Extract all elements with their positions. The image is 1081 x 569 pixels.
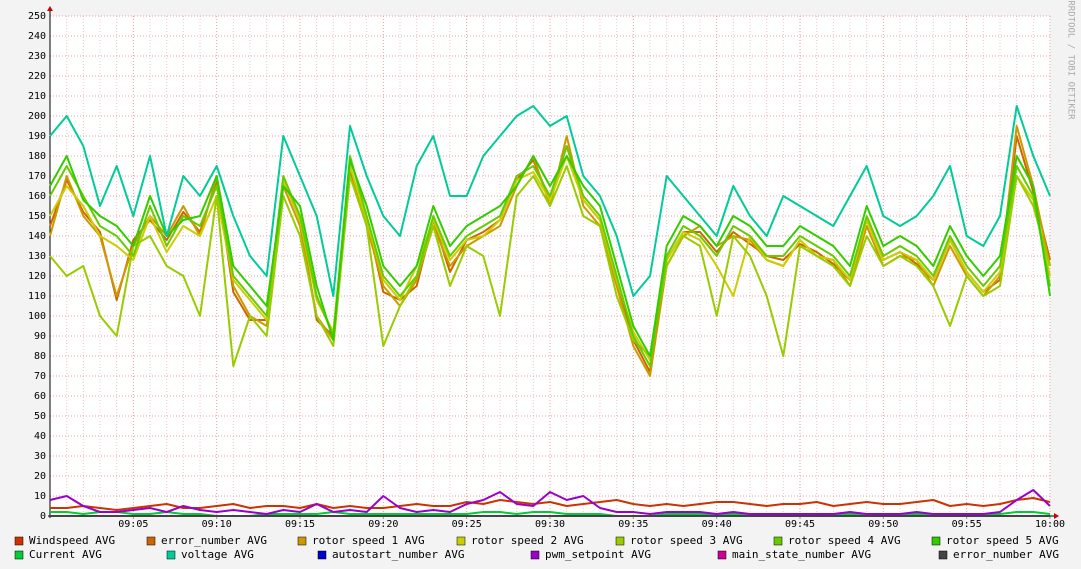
series-line — [49, 105, 1051, 297]
x-tick-label: 09:45 — [785, 519, 815, 530]
y-tick-label: 110 — [28, 291, 46, 302]
series-line — [49, 155, 1051, 357]
x-tick-label: 09:50 — [868, 519, 898, 530]
legend-label: rotor speed 4 AVG — [788, 534, 901, 547]
y-tick-label: 120 — [28, 271, 46, 282]
y-tick-label: 10 — [34, 491, 46, 502]
legend-label: error_number AVG — [953, 548, 1059, 561]
x-tick-label: 09:10 — [202, 519, 232, 530]
legend-label: rotor speed 3 AVG — [630, 534, 743, 547]
legend-swatch — [297, 536, 307, 546]
legend-label: rotor speed 2 AVG — [471, 534, 584, 547]
y-tick-label: 140 — [28, 231, 46, 242]
y-tick-label: 50 — [34, 411, 46, 422]
legend-swatch — [14, 550, 24, 560]
legend-label: voltage AVG — [181, 548, 254, 561]
legend-label: autostart_number AVG — [332, 548, 464, 561]
x-tick-label: 09:15 — [285, 519, 315, 530]
x-tick-label: 09:05 — [118, 519, 148, 530]
legend-swatch — [166, 550, 176, 560]
series-line — [50, 497, 1051, 511]
series-line — [49, 145, 1051, 367]
y-tick-label: 200 — [28, 111, 46, 122]
x-tick-label: 09:25 — [452, 519, 482, 530]
y-tick-label: 160 — [28, 191, 46, 202]
watermark: RRDTOOL / TOBI OETIKER — [1066, 0, 1076, 120]
y-tick-label: 100 — [28, 311, 46, 322]
y-tick-label: 220 — [28, 71, 46, 82]
legend-label: Current AVG — [29, 548, 102, 561]
legend-swatch — [773, 536, 783, 546]
y-tick-label: 60 — [34, 391, 46, 402]
axis-arrow — [47, 6, 53, 11]
y-tick-label: 130 — [28, 251, 46, 262]
y-tick-label: 240 — [28, 31, 46, 42]
legend-swatch — [456, 536, 466, 546]
y-tick-label: 210 — [28, 91, 46, 102]
legend-swatch — [615, 536, 625, 546]
y-tick-label: 40 — [34, 431, 46, 442]
y-tick-label: 20 — [34, 471, 46, 482]
legend-swatch — [931, 536, 941, 546]
legend-swatch — [717, 550, 727, 560]
legend-label: rotor speed 5 AVG — [946, 534, 1059, 547]
x-tick-label: 09:20 — [368, 519, 398, 530]
legend-swatch — [317, 550, 327, 560]
x-tick-label: 09:40 — [702, 519, 732, 530]
y-tick-label: 30 — [34, 451, 46, 462]
y-tick-label: 70 — [34, 371, 46, 382]
legend-label: rotor speed 1 AVG — [312, 534, 425, 547]
legend-swatch — [14, 536, 24, 546]
legend-swatch — [146, 536, 156, 546]
x-tick-label: 10:00 — [1035, 519, 1065, 530]
series-line — [49, 165, 1051, 367]
x-tick-label: 09:30 — [535, 519, 565, 530]
y-tick-label: 150 — [28, 211, 46, 222]
y-tick-label: 170 — [28, 171, 46, 182]
y-tick-label: 230 — [28, 51, 46, 62]
y-tick-label: 80 — [34, 351, 46, 362]
x-tick-label: 09:35 — [618, 519, 648, 530]
y-tick-label: 190 — [28, 131, 46, 142]
legend-label: pwm_setpoint AVG — [545, 548, 651, 561]
legend-label: main_state_number AVG — [732, 548, 871, 561]
legend-label: Windspeed AVG — [29, 534, 115, 547]
series-line — [49, 489, 1051, 515]
y-tick-label: 0 — [40, 511, 46, 522]
legend-label: error_number AVG — [161, 534, 267, 547]
y-tick-label: 180 — [28, 151, 46, 162]
legend-swatch — [938, 550, 948, 560]
legend-swatch — [530, 550, 540, 560]
axis-arrow — [1054, 513, 1059, 519]
y-tick-label: 90 — [34, 331, 46, 342]
y-tick-label: 250 — [28, 11, 46, 22]
x-tick-label: 09:55 — [952, 519, 982, 530]
